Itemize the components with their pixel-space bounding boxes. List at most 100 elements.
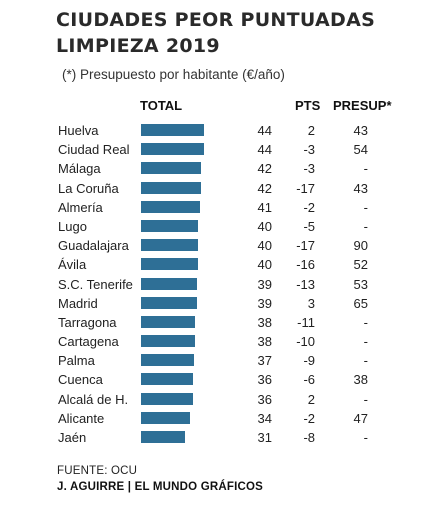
presup-value: 52: [353, 257, 368, 273]
total-value: 38: [257, 314, 272, 330]
title-line-2: LIMPIEZA 2019: [56, 35, 220, 57]
total-value: 41: [257, 199, 272, 215]
pts-value: -9: [303, 353, 315, 369]
total-bar: [141, 258, 199, 271]
pts-value: -17: [296, 238, 315, 254]
chart-title: CIUDADES PEOR PUNTUADAS LIMPIEZA 2019: [56, 7, 375, 59]
table-row: Ávila 40 -16 52: [0, 255, 445, 274]
city-label: S.C. Tenerife: [58, 276, 133, 292]
total-value: 36: [257, 391, 272, 407]
total-value: 44: [257, 123, 272, 138]
presup-value: -: [363, 334, 368, 350]
header-total: TOTAL: [140, 98, 183, 113]
table-row: Málaga 42 -3 -: [0, 159, 445, 178]
total-bar: [141, 392, 193, 405]
pts-value: -6: [303, 372, 315, 388]
presup-value: -: [363, 314, 368, 330]
presup-value: -: [363, 353, 368, 369]
total-value: 31: [257, 430, 272, 445]
table-row: Guadalajara 40 -17 90: [0, 236, 445, 255]
table-row: Madrid 39 3 65: [0, 294, 445, 313]
table-row: Jaén 31 -8 -: [0, 428, 445, 447]
total-value: 34: [257, 410, 272, 426]
table-row: Ciudad Real 44 -3 54: [0, 140, 445, 159]
table-row: La Coruña 42 -17 43: [0, 179, 445, 198]
city-label: Tarragona: [58, 314, 117, 330]
pts-value: -11: [297, 314, 315, 330]
city-label: Almería: [58, 199, 103, 215]
pts-value: -16: [296, 257, 315, 273]
presup-value: -: [363, 199, 368, 215]
total-bar: [141, 277, 197, 290]
title-line-1: CIUDADES PEOR PUNTUADAS: [56, 9, 376, 31]
subtitle: (*) Presupuesto por habitante (€/año): [62, 67, 285, 82]
total-value: 36: [257, 372, 272, 388]
table-row: S.C. Tenerife 39 -13 53: [0, 275, 445, 294]
city-label: Huelva: [58, 123, 99, 138]
total-bar: [141, 335, 196, 348]
pts-value: -17: [296, 180, 315, 196]
presup-value: -: [363, 430, 368, 445]
pts-value: -5: [303, 218, 315, 234]
total-value: 44: [257, 142, 272, 158]
total-value: 37: [257, 353, 272, 369]
pts-value: 2: [307, 391, 315, 407]
table-row: Cuenca 36 -6 38: [0, 370, 445, 389]
total-bar: [141, 181, 202, 194]
presup-value: -: [363, 161, 368, 177]
city-label: Madrid: [58, 295, 98, 311]
presup-value: -: [363, 218, 368, 234]
total-bar: [141, 431, 186, 443]
header-presup: PRESUP*: [333, 98, 392, 113]
pts-value: -2: [303, 199, 315, 215]
total-bar: [141, 296, 197, 309]
table-row: Cartagena 38 -10 -: [0, 332, 445, 351]
city-label: Lugo: [58, 218, 87, 234]
total-bar: [141, 200, 200, 213]
presup-value: 47: [353, 410, 368, 426]
city-label: Jaén: [58, 430, 87, 445]
city-label: Ávila: [58, 257, 87, 273]
table-row: Lugo 40 -5 -: [0, 217, 445, 236]
presup-value: 65: [353, 295, 368, 311]
total-value: 40: [257, 218, 272, 234]
city-label: Málaga: [58, 161, 101, 177]
pts-value: -10: [296, 334, 315, 350]
total-bar: [141, 219, 199, 232]
pts-value: -8: [303, 430, 315, 445]
pts-value: 2: [307, 123, 315, 138]
presup-value: -: [363, 391, 368, 407]
total-value: 39: [257, 276, 272, 292]
table-row: Alicante 34 -2 47: [0, 409, 445, 428]
presup-value: 43: [353, 123, 368, 138]
total-value: 38: [257, 334, 272, 350]
total-value: 39: [257, 295, 272, 311]
table-row: Almería 41 -2 -: [0, 198, 445, 217]
table-row: Alcalá de H. 36 2 -: [0, 390, 445, 409]
city-label: Cuenca: [58, 372, 103, 388]
pts-value: -13: [296, 276, 315, 292]
total-bar: [141, 124, 204, 136]
total-value: 42: [257, 180, 272, 196]
total-bar: [141, 315, 196, 328]
city-label: Ciudad Real: [58, 142, 130, 158]
presup-value: 54: [353, 142, 368, 158]
city-label: Alcalá de H.: [58, 391, 129, 407]
source-note: FUENTE: OCU: [57, 465, 138, 477]
total-bar: [141, 162, 202, 175]
presup-value: 90: [353, 238, 368, 254]
pts-value: -3: [303, 142, 315, 158]
city-label: Alicante: [58, 410, 105, 426]
presup-value: 38: [353, 372, 368, 388]
pts-value: -2: [303, 410, 315, 426]
city-label: Guadalajara: [58, 238, 129, 254]
pts-value: 3: [307, 295, 315, 311]
pts-value: -3: [303, 161, 315, 177]
table-row: Huelva 44 2 43: [0, 121, 445, 140]
chart-rows: Huelva 44 2 43 Ciudad Real 44 -3 54 Málaga 42 -3- L…: [0, 121, 445, 447]
total-bar: [141, 373, 193, 386]
total-bar: [141, 354, 194, 367]
table-row: Tarragona 38 -11 -: [0, 313, 445, 332]
total-value: 42: [257, 161, 272, 177]
total-value: 40: [257, 238, 272, 254]
